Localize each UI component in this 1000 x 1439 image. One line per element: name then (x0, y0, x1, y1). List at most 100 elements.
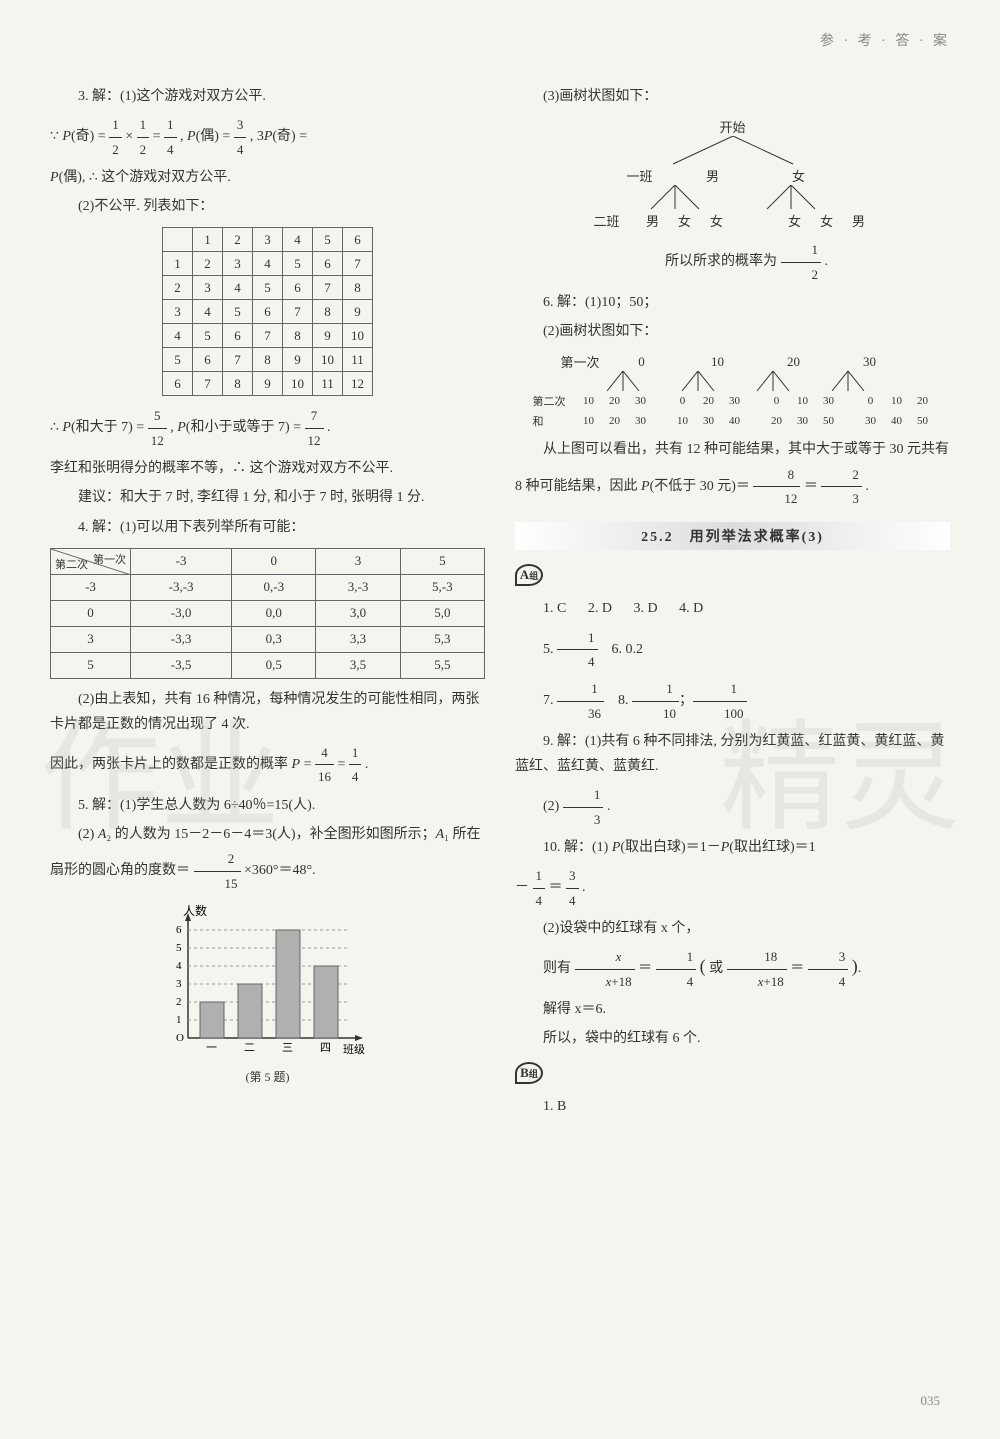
section-title: 25.2 用列举法求概率(3) (515, 522, 950, 550)
problem-3-intro: 3. 解：(1)这个游戏对双方公平. (50, 84, 485, 109)
problem-3-conclusion-1: ∴ P(和大于 7) = 512 , P(和小于或等于 7) = 712 . (50, 404, 485, 452)
svg-text:6: 6 (176, 924, 182, 936)
tree-diagram-2: 第一次 0102030 第二次 102030 02030 01030 01020… (515, 352, 950, 429)
svg-text:1: 1 (176, 1014, 182, 1026)
table-cell: 2 (163, 276, 193, 300)
table-cell: 0,0 (232, 600, 316, 626)
table-cell: 0 (232, 548, 316, 574)
chart-caption: (第 5 题) (158, 1068, 378, 1085)
table-cell: 5,-3 (400, 574, 484, 600)
sum-table: 1 2 3 4 5 6 1234567 2345678 3456789 4567… (162, 227, 373, 396)
svg-text:二: 二 (244, 1042, 255, 1054)
table-cell: 5 (163, 348, 193, 372)
table-cell: 5 (253, 276, 283, 300)
table-cell: 5 (193, 324, 223, 348)
table-cell: 0 (51, 600, 131, 626)
group-a-row1: 1. C 2. D 3. D 4. D (515, 596, 950, 621)
table-cell: 6 (163, 372, 193, 396)
table-cell: 4 (163, 324, 193, 348)
problem-9-part1: 9. 解：(1)共有 6 种不同排法, 分别为红黄蓝、红蓝黄、黄红蓝、黄蓝红、蓝… (515, 729, 950, 779)
table-cell: 1 (163, 252, 193, 276)
group-b-badge: B组 (515, 1062, 543, 1084)
table-cell: 10 (283, 372, 313, 396)
table-cell: 7 (283, 300, 313, 324)
problem-10-part1: 10. 解：(1) P(取出白球)＝1－P(取出红球)＝1 (515, 835, 950, 860)
bar-chart-svg: 人数 O 1 2 3 4 5 6 一 二 三 (158, 903, 378, 1063)
group-a-row2: 5. 14 6. 0.2 (515, 626, 950, 674)
problem-3-conclusion-2: 李红和张明得分的概率不等，∴ 这个游戏对双方不公平. (50, 456, 485, 481)
table-cell: 8 (343, 276, 373, 300)
table-cell: 9 (313, 324, 343, 348)
table-cell: 1 (193, 228, 223, 252)
svg-text:一: 一 (206, 1042, 217, 1054)
table-cell: -3 (131, 548, 232, 574)
problem-4-part2a: (2)由上表知，共有 16 种情况，每种情况发生的可能性相同，两张卡片都是正数的… (50, 687, 485, 737)
table-cell: 6 (193, 348, 223, 372)
table-cell: 6 (283, 276, 313, 300)
svg-text:班级: 班级 (343, 1043, 365, 1056)
table-cell: 3,3 (316, 626, 400, 652)
svg-text:4: 4 (176, 960, 182, 972)
table-cell: 4 (223, 276, 253, 300)
table-cell: 2 (193, 252, 223, 276)
svg-text:2: 2 (176, 996, 182, 1008)
ylabel: 人数 (183, 903, 207, 918)
table-cell: 5 (51, 652, 131, 678)
problem-10-part2d: 所以，袋中的红球有 6 个. (515, 1026, 950, 1051)
table-cell: 3 (193, 276, 223, 300)
table-cell: 5 (313, 228, 343, 252)
table-diag-header: 第一次 第二次 (51, 548, 131, 574)
table-cell: -3,-3 (131, 574, 232, 600)
table-cell: 6 (223, 324, 253, 348)
problem-10-part2a: (2)设袋中的红球有 x 个， (515, 916, 950, 941)
table-cell: 10 (313, 348, 343, 372)
problem-10-part1b: － 14 ＝ 34 . (515, 864, 950, 912)
problem-9-part2: (2) 13 . (515, 783, 950, 831)
table-cell: 7 (193, 372, 223, 396)
table-cell: 4 (253, 252, 283, 276)
table-cell: 4 (283, 228, 313, 252)
svg-text:3: 3 (176, 978, 182, 990)
table-cell: 9 (253, 372, 283, 396)
content: 3. 解：(1)这个游戏对双方公平. ∵ P(奇) = 12 × 12 = 14… (50, 80, 950, 1123)
table-cell: 10 (343, 324, 373, 348)
left-column: 3. 解：(1)这个游戏对双方公平. ∵ P(奇) = 12 × 12 = 14… (50, 80, 485, 1123)
problem-3-tree-intro: (3)画树状图如下： (515, 84, 950, 109)
bar-chart: 人数 O 1 2 3 4 5 6 一 二 三 (158, 903, 378, 1085)
page-number: 035 (921, 1393, 941, 1409)
table-cell: 5 (223, 300, 253, 324)
page-header: 参 · 考 · 答 · 案 (50, 30, 950, 50)
table-cell: 3 (51, 626, 131, 652)
table-cell: 8 (313, 300, 343, 324)
tree-diagram-1: 开始 一班男女 二班 男女女 女女男 (515, 117, 950, 230)
table-cell: 3 (253, 228, 283, 252)
group-b-1: 1. B (515, 1094, 950, 1119)
table-cell: 2 (223, 228, 253, 252)
table-cell: 3 (316, 548, 400, 574)
table-cell: 0,5 (232, 652, 316, 678)
table-cell: 3,0 (316, 600, 400, 626)
table-cell: 5 (400, 548, 484, 574)
problem-3-suggestion: 建议：和大于 7 时, 李红得 1 分, 和小于 7 时, 张明得 1 分. (50, 485, 485, 510)
table-cell: 3,5 (316, 652, 400, 678)
table-cell: 7 (223, 348, 253, 372)
problem-6-part2: (2)画树状图如下： (515, 319, 950, 344)
table-cell: 9 (283, 348, 313, 372)
table-cell: 7 (343, 252, 373, 276)
problem-6-conclusion: 从上图可以看出，共有 12 种可能结果，其中大于或等于 30 元共有 8 种可能… (515, 437, 950, 510)
table-cell: 5,0 (400, 600, 484, 626)
table-cell: 11 (343, 348, 373, 372)
table-cell: -3,3 (131, 626, 232, 652)
table-cell: 11 (313, 372, 343, 396)
problem-5-part2: (2) A₂ 的人数为 15－2－6－4＝3(人)，补全图形如图所示；A₁ 所在… (50, 822, 485, 895)
table-cell: 6 (343, 228, 373, 252)
table-cell: 5,5 (400, 652, 484, 678)
table-cell: 8 (223, 372, 253, 396)
problem-3-equation: ∵ P(奇) = 12 × 12 = 14 , P(偶) = 34 , 3P(奇… (50, 113, 485, 161)
table-cell: 9 (343, 300, 373, 324)
table-cell: 0,3 (232, 626, 316, 652)
problem-10-part2c: 解得 x＝6. (515, 997, 950, 1022)
table-cell: 3 (163, 300, 193, 324)
right-column: (3)画树状图如下： 开始 一班男女 二班 男女女 女女男 所以所求的概率为 1… (515, 80, 950, 1123)
table-cell: 5,3 (400, 626, 484, 652)
